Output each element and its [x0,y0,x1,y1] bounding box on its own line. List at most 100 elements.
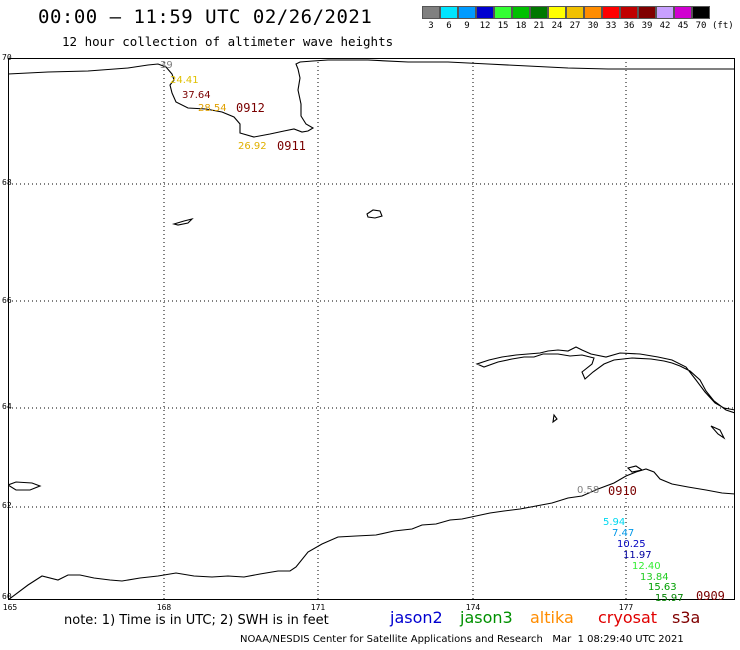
swh-value-label: 15.63 [648,582,677,593]
satellite-jason3: jason3 [460,608,513,627]
satellite-s3a: s3a [672,608,701,627]
legend-swatch [674,6,692,19]
legend-swatch [620,6,638,19]
swh-value-label: 15.97 [655,593,684,604]
legend-tick-label: 30 [587,21,599,31]
lon-label: 177 [618,603,634,612]
lat-label: 70 [2,53,12,62]
legend-bin: 45 [674,6,692,31]
lat-label: 60 [2,592,12,601]
map-canvas [8,58,735,600]
legend-bin: 27 [566,6,584,31]
footer-credit: NOAA/NESDIS Center for Satellite Applica… [240,634,684,645]
pass-time-label: 0912 [236,101,265,115]
legend-swatch [458,6,476,19]
legend-bin: 33 [602,6,620,31]
legend-bin: 6 [440,6,458,31]
legend-bin: 12 [476,6,494,31]
swh-value-label: 10.25 [617,539,646,550]
legend-swatch [440,6,458,19]
lon-label: 168 [156,603,172,612]
legend-tick-label: 70 [695,21,707,31]
legend-bin: 36 [620,6,638,31]
coastline-south [8,468,735,600]
island-east-3 [626,465,644,473]
swh-value-label: 28.54 [198,103,227,114]
coastline-east-peninsula [475,346,735,414]
satellite-jason2: jason2 [390,608,443,627]
lat-label: 66 [2,296,12,305]
pass-time-label: 0910 [608,484,637,498]
legend-tick-label: 42 [659,21,671,31]
legend-tick-label: 15 [497,21,509,31]
legend-swatch [584,6,602,19]
legend-tick-label: 39 [641,21,653,31]
legend-bin: 39 [638,6,656,31]
island-east-2 [552,413,558,424]
swh-value-label: 39 [160,60,173,71]
legend-tick-label: 3 [428,21,434,31]
lat-label: 62 [2,501,12,510]
legend-bin: 21 [530,6,548,31]
legend-bin: 24 [548,6,566,31]
legend-swatch [422,6,440,19]
lat-label: 64 [2,402,12,411]
pass-time-label: 0909 [696,589,725,603]
legend-tick-label: 18 [515,21,527,31]
legend-unit: (ft) [712,21,734,31]
legend-bin: 18 [512,6,530,31]
legend-tick-label: 12 [479,21,491,31]
legend-bin: 70 [692,6,710,31]
legend-tick-label: 45 [677,21,689,31]
swh-value-label: 0.58 [577,485,600,496]
legend-bin: 30 [584,6,602,31]
legend-tick-label: 27 [569,21,581,31]
swh-value-label: 5.94 [603,517,626,528]
legend-bin: 3 [422,6,440,31]
swh-value-label: 26.92 [238,141,267,152]
island-east-1 [710,425,726,440]
swh-value-label: 24.41 [170,75,199,86]
legend-swatch [530,6,548,19]
legend-swatch [476,6,494,19]
swh-value-label: 12.40 [632,561,661,572]
legend-bin: 42 [656,6,674,31]
legend-tick-label: 24 [551,21,563,31]
island-small-2 [366,209,383,219]
swh-value-label: 11.97 [623,550,652,561]
chart-title: 00:00 – 11:59 UTC 02/26/2021 [38,6,373,28]
lon-label: 174 [465,603,481,612]
coastlines [8,59,735,600]
satellite-cryosat: cryosat [598,608,658,627]
color-legend: 3 6 9 12 15 18 21 24 27 30 33 36 39 42 45 70 (ft) [422,6,734,31]
footer-note: note: 1) Time is in UTC; 2) SWH is in fe… [64,613,329,628]
legend-tick-label: 33 [605,21,617,31]
lat-label: 68 [2,178,12,187]
satellite-altika: altika [530,608,574,627]
legend-swatch [494,6,512,19]
legend-bin: 9 [458,6,476,31]
lon-label: 165 [2,603,18,612]
island-small-1 [171,217,194,226]
legend-swatch [602,6,620,19]
swh-value-label: 7.47 [612,528,635,539]
legend-swatch [548,6,566,19]
legend-swatch [566,6,584,19]
legend-swatch [638,6,656,19]
island-west [8,481,42,491]
legend-tick-label: 21 [533,21,545,31]
chart-subtitle: 12 hour collection of altimeter wave hei… [62,34,394,49]
legend-tick-label: 36 [623,21,635,31]
map-frame [8,58,735,600]
legend-swatch [692,6,710,19]
legend-swatch [656,6,674,19]
swh-value-label: 13.84 [640,572,669,583]
pass-time-label: 0911 [277,139,306,153]
legend-tick-label: 6 [446,21,452,31]
legend-tick-label: 9 [464,21,470,31]
swh-value-label: 37.64 [182,90,211,101]
lon-label: 171 [310,603,326,612]
legend-swatch [512,6,530,19]
legend-bin: 15 [494,6,512,31]
coastline-north [8,59,735,138]
